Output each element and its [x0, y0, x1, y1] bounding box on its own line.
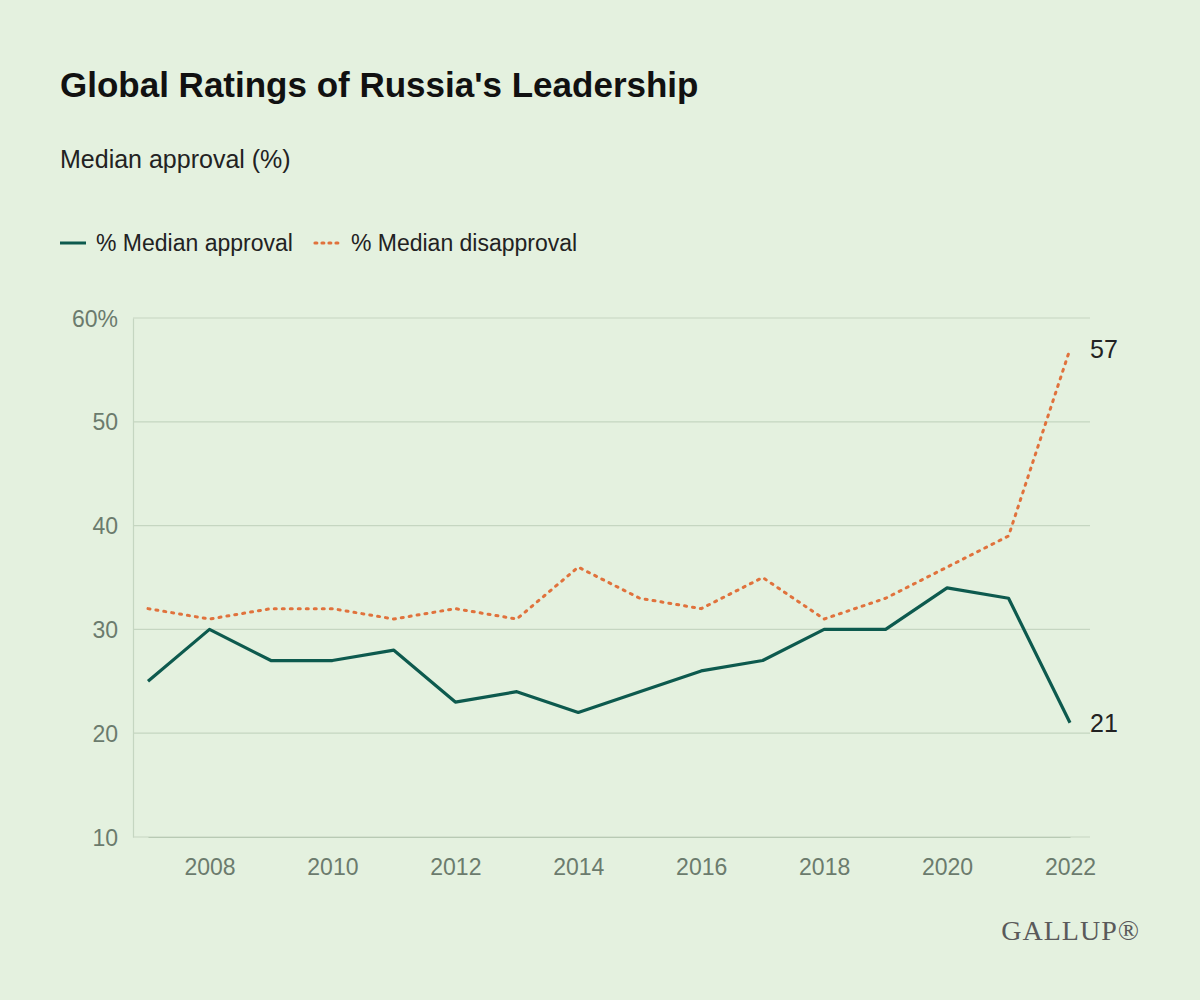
- y-axis-line: [133, 319, 134, 838]
- x-tick-label: 2014: [553, 854, 604, 880]
- x-tick-label: 2020: [922, 854, 973, 880]
- legend-swatch: [315, 242, 341, 245]
- y-tick-label: 20: [92, 721, 118, 747]
- x-tick-label: 2010: [307, 854, 358, 880]
- x-tick-label: 2018: [799, 854, 850, 880]
- annotation: 21: [1090, 709, 1118, 737]
- title: Global Ratings of Russia's Leadership: [60, 65, 698, 104]
- grid-line: [133, 525, 1090, 526]
- y-tick-label: 50: [92, 409, 118, 435]
- source-logo: GALLUP®: [1001, 915, 1140, 946]
- x-axis: 2008 2010 2012 2014 2016 2018 2020 2022: [149, 837, 1097, 880]
- grid-line: [133, 629, 1090, 630]
- x-tick: 2022: [1045, 837, 1096, 880]
- legend-item: % Median disapproval: [315, 230, 577, 256]
- series-line: [148, 349, 1070, 619]
- grid-line: [133, 317, 1090, 318]
- x-axis-line: [149, 837, 1071, 838]
- background: [0, 0, 1200, 1000]
- y-tick: 40: [92, 513, 133, 539]
- legend-label: % Median disapproval: [351, 230, 577, 256]
- x-tick: 2010: [307, 837, 358, 880]
- x-tick-label: 2022: [1045, 854, 1096, 880]
- legend-item: % Median approval: [60, 230, 293, 256]
- x-tick: 2018: [799, 837, 850, 880]
- series-line: [148, 588, 1070, 723]
- grid-line: [133, 836, 1090, 837]
- y-tick-label: 40: [92, 513, 118, 539]
- legend-swatch: [60, 242, 86, 245]
- legend: % Median approval % Median disapproval: [60, 230, 577, 256]
- x-tick-label: 2008: [184, 854, 235, 880]
- y-axis: 10 20 30 40 50 60%: [72, 306, 134, 851]
- y-tick-label: 60%: [72, 306, 118, 332]
- x-tick: 2020: [922, 837, 973, 880]
- grid-line: [133, 421, 1090, 422]
- y-tick: 20: [92, 721, 133, 747]
- x-tick: 2008: [184, 837, 235, 880]
- chart: Global Ratings of Russia's Leadership Med…: [0, 0, 1200, 1000]
- x-tick: 2014: [553, 837, 604, 880]
- legend-label: % Median approval: [96, 230, 293, 256]
- x-tick: 2012: [430, 837, 481, 880]
- annotation: 57: [1090, 335, 1118, 363]
- y-tick: 60%: [72, 306, 133, 332]
- x-tick: 2016: [676, 837, 727, 880]
- y-tick: 50: [92, 409, 133, 435]
- y-tick: 10: [92, 825, 133, 851]
- subtitle: Median approval (%): [60, 145, 291, 173]
- x-tick-label: 2016: [676, 854, 727, 880]
- y-tick-label: 30: [92, 617, 118, 643]
- grid-line: [133, 733, 1090, 734]
- y-tick: 30: [92, 617, 133, 643]
- grid: [133, 318, 1090, 837]
- x-tick-label: 2012: [430, 854, 481, 880]
- plot-area: [148, 349, 1070, 723]
- y-tick-label: 10: [92, 825, 118, 851]
